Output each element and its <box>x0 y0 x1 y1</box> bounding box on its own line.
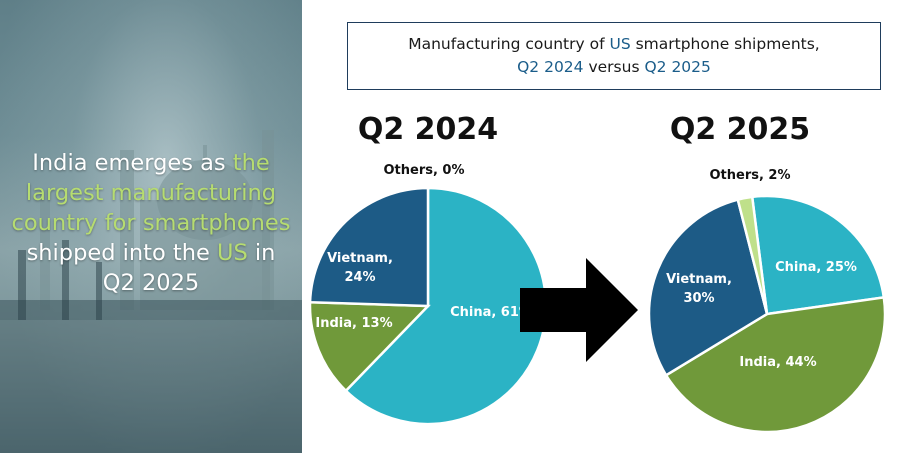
headline-part-1: India emerges as <box>32 150 233 176</box>
headline-part-3: shipped into the <box>26 240 217 266</box>
pie-2025-label-india: India, 44% <box>739 355 816 370</box>
title-text-q2-2024: Q2 2024 <box>517 58 584 76</box>
pie-2024-slice-vietnam <box>308 186 430 308</box>
pie-2025-label-others: Others, 2% <box>709 168 790 183</box>
title-text-c: smartphone shipments, <box>630 35 820 53</box>
right-arrow-icon <box>520 258 638 362</box>
pie-2024-title: Q2 2024 <box>357 112 499 147</box>
background-photo-panel: India emerges as the largest manufacturi… <box>0 0 302 453</box>
pie-2025-slice-india <box>664 295 887 434</box>
taj-mahal-silhouette <box>0 130 302 453</box>
headline-text: India emerges as the largest manufacturi… <box>10 148 292 298</box>
pie-2025-label-vietnam: Vietnam, 30% <box>666 272 732 306</box>
pie-2025-slice-china <box>750 194 886 316</box>
pie-2024-label-others: Others, 0% <box>383 163 464 178</box>
pie-2024-label-vietnam: Vietnam, 24% <box>327 251 393 285</box>
headline-part-5: in Q2 2025 <box>102 240 276 296</box>
pie-2024-slice-india <box>308 300 431 393</box>
pie-2025-label-china: China, 25% <box>775 260 857 275</box>
title-text-versus: versus <box>583 58 645 76</box>
title-text-a: Manufacturing country of <box>408 35 610 53</box>
title-text-q2-2025: Q2 2025 <box>644 58 711 76</box>
chart-title-line-1: Manufacturing country of US smartphone s… <box>348 33 880 56</box>
pie-2025-title: Q2 2025 <box>669 112 811 147</box>
headline-highlight-us: US <box>216 240 248 266</box>
chart-title-line-2: Q2 2024 versus Q2 2025 <box>348 56 880 79</box>
pie-2024-slice-china <box>344 186 548 426</box>
pie-2025-slice-others <box>736 195 769 315</box>
headline-highlight-1: the largest manufacturing country for sm… <box>11 150 291 236</box>
chart-title-box: Manufacturing country of US smartphone s… <box>347 22 881 90</box>
pie-2024-label-china: China, 61% <box>450 305 532 320</box>
pie-2025-slice-vietnam <box>647 198 769 377</box>
title-text-us: US <box>609 35 631 53</box>
pie-2024-label-india: India, 13% <box>315 316 392 331</box>
